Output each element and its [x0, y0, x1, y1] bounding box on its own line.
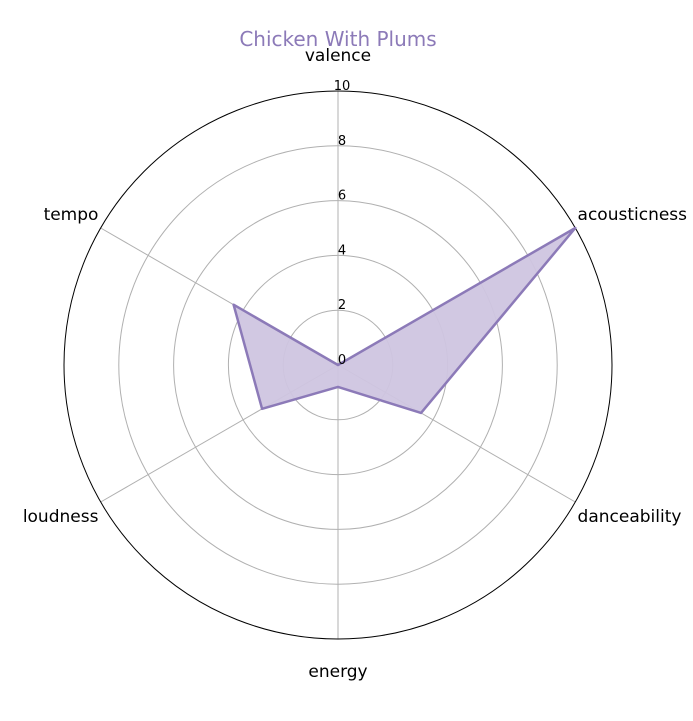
axis-label-acousticness: acousticness [578, 205, 688, 225]
axis-labels: valence acousticness danceability energy lou… [23, 46, 687, 682]
axis-label-energy: energy [308, 662, 367, 682]
axis-label-tempo: tempo [44, 205, 99, 225]
tick-label-4: 4 [338, 243, 346, 258]
axis-label-valence: valence [305, 46, 371, 66]
tick-label-6: 6 [338, 189, 346, 204]
tick-label-2: 2 [338, 298, 346, 313]
chart-title: Chicken With Plums [239, 27, 436, 51]
tick-label-10: 10 [334, 79, 351, 94]
axis-label-danceability: danceability [578, 507, 682, 527]
axis-label-loudness: loudness [23, 507, 99, 527]
tick-labels: 0 2 4 6 8 10 [334, 79, 351, 368]
series-layer [232, 226, 577, 415]
tick-label-0: 0 [338, 353, 346, 368]
grid-ring-8 [118, 145, 558, 585]
series-area-0 [233, 228, 576, 413]
outer-ring [63, 90, 613, 640]
series-line-0 [232, 226, 577, 415]
grid-ring-6 [173, 200, 503, 530]
tick-label-8: 8 [338, 134, 346, 149]
